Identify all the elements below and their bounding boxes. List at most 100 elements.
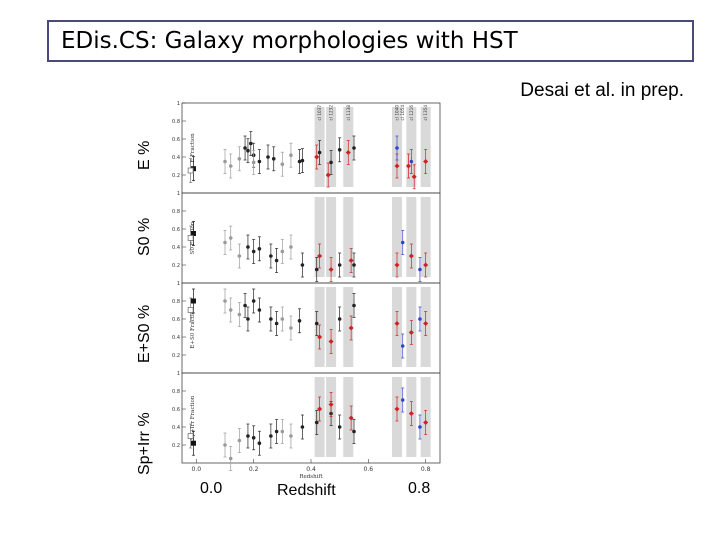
- data-point: [418, 267, 422, 272]
- data-point: [257, 308, 262, 312]
- x-tick-label: 0.8: [421, 466, 431, 473]
- data-point: [325, 172, 331, 178]
- data-point: [228, 456, 233, 461]
- data-point: [246, 245, 250, 249]
- shaded-band: [343, 377, 354, 457]
- data-point: [269, 317, 273, 321]
- data-point: [314, 420, 319, 425]
- data-point: [337, 263, 342, 267]
- y-tick-label: 1: [177, 281, 180, 287]
- data-point: [237, 438, 242, 443]
- data-point: [223, 299, 227, 303]
- data-point: [187, 167, 194, 174]
- data-point: [314, 267, 319, 272]
- data-point: [317, 150, 322, 155]
- shaded-band: [326, 197, 337, 277]
- data-point: [400, 240, 405, 245]
- data-point: [251, 299, 256, 303]
- data-point: [187, 307, 194, 313]
- data-point: [269, 434, 273, 438]
- shaded-band: [326, 287, 337, 367]
- data-point: [300, 263, 305, 267]
- data-point: [337, 148, 342, 152]
- shaded-band: [420, 107, 431, 187]
- data-point: [228, 164, 233, 168]
- data-point: [409, 159, 414, 164]
- data-point: [394, 321, 400, 326]
- data-point: [394, 163, 400, 169]
- data-point: [297, 319, 302, 323]
- data-point: [269, 254, 273, 258]
- data-point: [228, 236, 233, 240]
- panel-inner-ylabel: E Fraction: [190, 133, 196, 163]
- data-point: [317, 406, 323, 412]
- data-point: [246, 317, 250, 321]
- data-point: [228, 308, 233, 312]
- y-tick-label: 0.8: [172, 209, 180, 215]
- slide-title: EDis.CS: Galaxy morphologies with HST: [47, 20, 694, 62]
- data-point: [223, 443, 227, 447]
- data-point: [314, 154, 320, 160]
- data-point: [418, 317, 422, 321]
- data-point: [246, 148, 250, 153]
- data-point: [423, 159, 429, 164]
- shaded-band: [314, 197, 325, 277]
- data-point: [190, 298, 196, 304]
- data-point: [314, 321, 319, 326]
- cluster-annotation: cl 1054: [400, 105, 405, 121]
- data-point: [394, 262, 400, 268]
- y-tick-label: 0.4: [172, 245, 180, 251]
- y-tick-label: 1: [177, 101, 180, 107]
- data-point: [408, 411, 414, 416]
- y-tick-label: 0.2: [172, 443, 180, 449]
- data-point: [423, 262, 429, 268]
- data-point: [405, 163, 411, 169]
- shaded-band: [343, 197, 354, 277]
- data-point: [352, 429, 356, 434]
- cluster-annotation: cl 1040: [395, 105, 400, 121]
- cluster-annotation: cl 1138: [346, 105, 351, 121]
- data-point: [271, 157, 276, 161]
- data-point: [187, 433, 194, 439]
- data-point: [348, 415, 354, 421]
- shaded-band: [406, 107, 417, 187]
- y-tick-label: 1: [177, 371, 180, 377]
- y-tick-label: 0.6: [172, 407, 180, 413]
- panel-inner-ylabel: Sp+Irr Fraction: [190, 395, 196, 440]
- data-point: [345, 150, 351, 155]
- shaded-band: [392, 197, 402, 277]
- y-tick-label: 0.6: [172, 317, 180, 323]
- y-tick-label: 0.8: [172, 299, 180, 305]
- data-point: [423, 420, 429, 425]
- data-point: [246, 434, 250, 438]
- y-tick-label: 0.8: [172, 119, 180, 125]
- y-tick-label: 0.2: [172, 173, 180, 179]
- data-point: [329, 160, 333, 165]
- data-point: [257, 247, 262, 251]
- data-point: [280, 429, 285, 434]
- y-tick-label: 0.4: [172, 425, 180, 431]
- data-point: [328, 339, 334, 344]
- data-point: [289, 153, 293, 157]
- data-point: [317, 253, 323, 259]
- data-point: [251, 436, 256, 440]
- xlabel-right: 0.8: [408, 480, 431, 497]
- xlabel-center: Redshift: [277, 482, 336, 499]
- data-point: [352, 146, 356, 150]
- data-point: [423, 321, 429, 326]
- y-tick-label: 0.6: [172, 137, 180, 143]
- data-point: [348, 258, 354, 263]
- data-point: [280, 317, 285, 321]
- data-point: [337, 425, 342, 429]
- y-tick-label: 0.8: [172, 389, 180, 395]
- x-tick-label: 0.0: [192, 466, 202, 473]
- data-point: [190, 231, 196, 236]
- cluster-annotation: cl 1232: [329, 105, 334, 121]
- data-point: [243, 303, 247, 308]
- data-point: [266, 155, 270, 159]
- data-point: [251, 160, 256, 165]
- data-point: [223, 159, 227, 164]
- data-point: [352, 263, 356, 267]
- data-point: [300, 425, 305, 429]
